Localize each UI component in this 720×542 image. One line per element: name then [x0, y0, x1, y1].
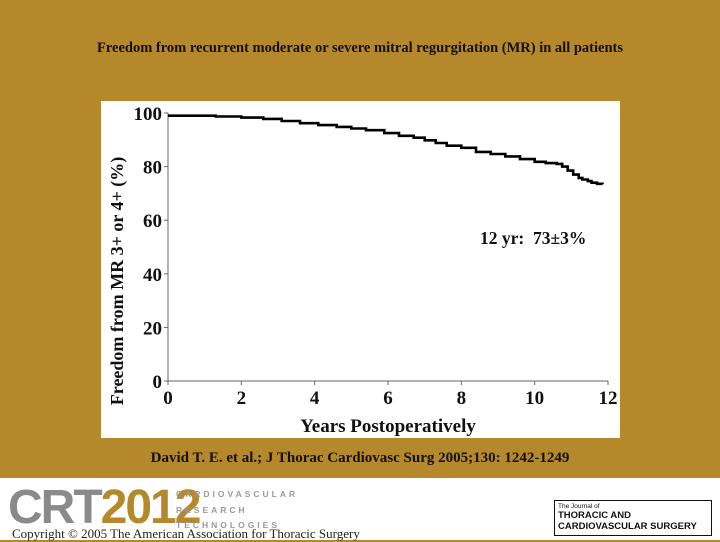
y-tick-label: 40	[143, 265, 162, 286]
x-tick-label: 6	[383, 388, 393, 409]
twelve-year-annotation: 12 yr: 73±3%	[480, 228, 586, 248]
slide-title: Freedom from recurrent moderate or sever…	[96, 40, 624, 56]
curve-layer	[168, 114, 604, 186]
journal-logo-line: The Journal of	[558, 503, 600, 510]
y-tick-label: 20	[143, 318, 162, 339]
tick-labels: 0 20 40 60 80 100 0 2 4 6 8 10 12	[134, 104, 618, 409]
x-axis-label: Years Postoperatively	[300, 416, 476, 437]
x-tick-label: 8	[457, 388, 467, 409]
journal-logo: The Journal of THORACIC AND CARDIOVASCUL…	[554, 500, 712, 536]
y-tick-label: 80	[143, 158, 162, 179]
survival-chart: 0 20 40 60 80 100 0 2 4 6 8 10 12 Years Postoperativ…	[107, 104, 618, 437]
y-axis-label: Freedom from MR 3+ or 4+ (%)	[107, 157, 128, 405]
chart-axes	[164, 112, 609, 385]
crt-subtitle-line: CARDIOVASCULAR	[176, 489, 299, 499]
copyright-notice: Copyright © 2005 The American Associatio…	[12, 526, 360, 541]
x-tick-label: 0	[163, 388, 173, 409]
chart-panel: 0 20 40 60 80 100 0 2 4 6 8 10 12 Years Postoperativ…	[101, 101, 620, 438]
crt-logo-text: CRT	[8, 481, 103, 534]
y-tick-label: 100	[134, 104, 163, 125]
x-tick-label: 10	[525, 388, 544, 409]
journal-logo-line: THORACIC AND	[558, 510, 632, 521]
citation: David T. E. et al.; J Thorac Cardiovasc …	[150, 450, 570, 466]
x-tick-label: 2	[237, 388, 247, 409]
journal-logo-line: CARDIOVASCULAR SURGERY	[558, 521, 697, 532]
crt-logo-year: 2012	[100, 481, 202, 534]
crt-subtitle: CARDIOVASCULAR RESEARCH TECHNOLOGIES	[176, 487, 298, 534]
x-tick-label: 4	[310, 388, 320, 409]
x-tick-label: 12	[599, 388, 618, 409]
y-tick-label: 0	[153, 372, 163, 393]
crt2012-logo: CRT2012	[8, 481, 202, 534]
crt-subtitle-line: TECHNOLOGIES	[176, 520, 281, 530]
freedom-curve	[168, 114, 604, 186]
crt-subtitle-line: RESEARCH	[176, 504, 248, 515]
y-tick-label: 60	[143, 211, 162, 232]
